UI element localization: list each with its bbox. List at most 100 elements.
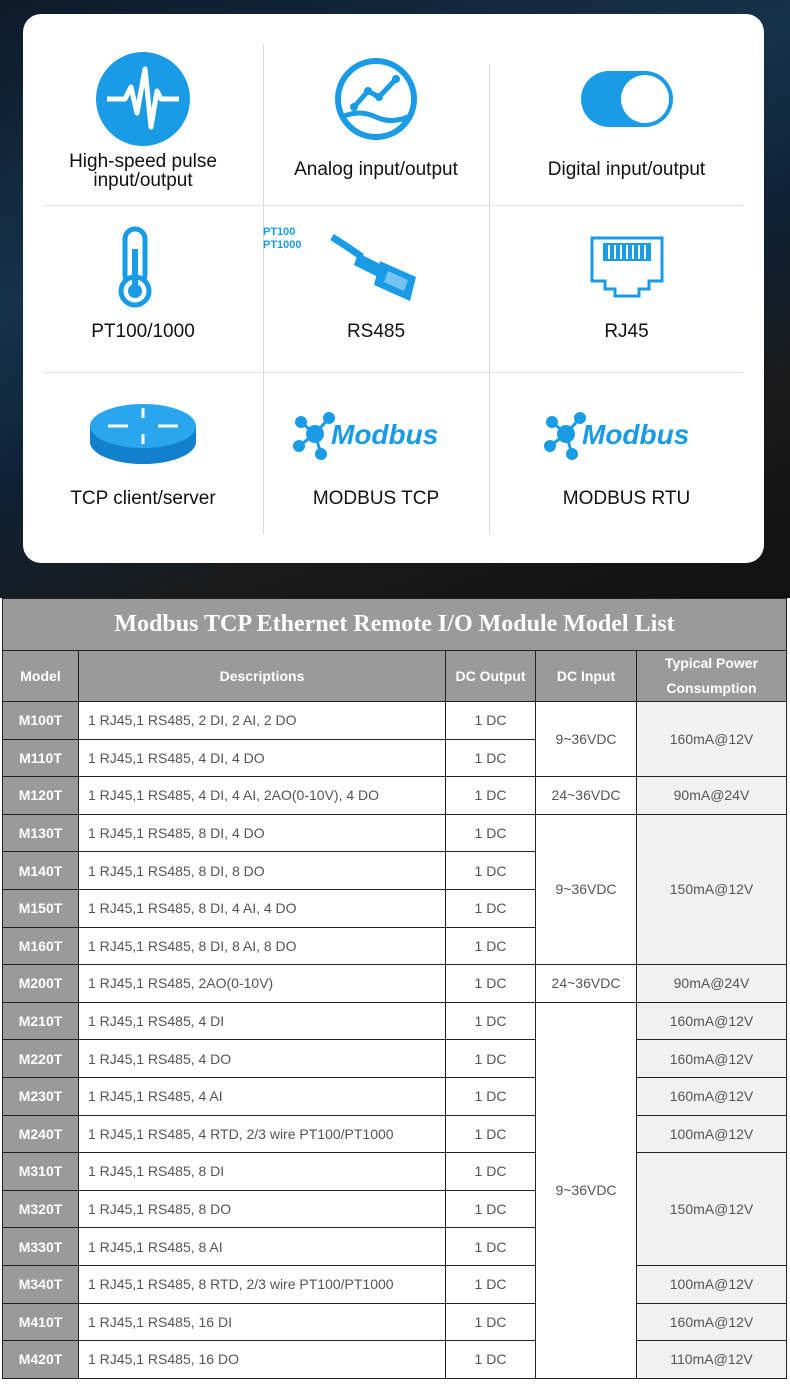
table-row: M120T 1 RJ45,1 RS485, 4 DI, 4 AI, 2AO(0-1… [2, 776, 787, 815]
model-cell: M150T [2, 888, 79, 928]
table-row: M310T 1 RJ45,1 RS485, 8 DI 1 DC 150mA@12V [2, 1152, 787, 1266]
table-row: M320T 1 RJ45,1 RS485, 8 DO 1 DC [2, 1189, 787, 1229]
feature-digital: Digital input/output [489, 44, 764, 179]
model-cell: M140T [2, 851, 79, 890]
power-cell: 160mA@12V [636, 1076, 787, 1116]
power-cell: 150mA@12V [636, 1152, 787, 1266]
dc-output-cell: 1 DC [445, 851, 536, 890]
dc-output-cell: 1 DC [445, 1264, 536, 1304]
ethernet-port-icon [589, 212, 665, 322]
analog-chart-icon [334, 44, 418, 154]
table-row: M130T 1 RJ45,1 RS485, 8 DI, 4 DO 1 DC 9~36V… [2, 813, 787, 966]
divider [263, 44, 264, 534]
model-cell: M420T [2, 1340, 79, 1379]
description-cell: 1 RJ45,1 RS485, 16 DO [78, 1340, 446, 1379]
dc-output-cell: 1 DC [445, 1114, 536, 1154]
feature-label: Analog input/output [294, 159, 458, 180]
power-cell: 150mA@12V [636, 813, 787, 966]
feature-modbus-tcp: Modbus MODBUS TCP [263, 379, 489, 508]
header-model: Model [2, 650, 79, 702]
feature-rs485: RS485 [263, 212, 489, 341]
divider [489, 64, 490, 534]
dc-output-cell: 1 DC [445, 701, 536, 740]
description-cell: 1 RJ45,1 RS485, 16 DI [78, 1302, 446, 1342]
feature-rj45: RJ45 [489, 212, 764, 341]
model-cell: M210T [2, 1001, 79, 1041]
model-cell: M100T [2, 701, 79, 740]
description-cell: 1 RJ45,1 RS485, 8 RTD, 2/3 wire PT100/PT… [78, 1264, 446, 1304]
dc-output-cell: 1 DC [445, 1340, 536, 1379]
model-cell: M130T [2, 813, 79, 853]
dc-output-cell: 1 DC [445, 1152, 536, 1191]
feature-analog: Analog input/output [263, 44, 489, 179]
model-cell: M330T [2, 1227, 79, 1266]
hero-background: High-speed pulse input/output Analog inp… [0, 0, 790, 598]
model-cell: M120T [2, 776, 79, 815]
table-row: M200T 1 RJ45,1 RS485, 2AO(0-10V) 1 DC 24~36… [2, 964, 787, 1003]
feature-modbus-rtu: Modbus MODBUS RTU [489, 379, 764, 508]
model-cell: M230T [2, 1076, 79, 1116]
model-cell: M220T [2, 1039, 79, 1078]
dc-output-cell: 1 DC [445, 813, 536, 853]
dc-output-cell: 1 DC [445, 776, 536, 815]
table-row: M100T 1 RJ45,1 RS485, 2 DI, 2 AI, 2 DO 1 D… [2, 700, 787, 778]
description-cell: 1 RJ45,1 RS485, 4 DO [78, 1039, 446, 1078]
table-row: M420T 1 RJ45,1 RS485, 16 DO 1 DC 110mA@12V [2, 1340, 787, 1379]
table-row: M230T 1 RJ45,1 RS485, 4 AI 1 DC 160mA@12V [2, 1076, 787, 1116]
feature-label: TCP client/server [70, 488, 216, 509]
model-cell: M410T [2, 1302, 79, 1342]
feature-label: RJ45 [604, 321, 649, 342]
power-cell: 160mA@12V [636, 700, 787, 778]
modbus-logo: Modbus [542, 379, 712, 489]
description-cell: 1 RJ45,1 RS485, 8 DI, 4 AI, 4 DO [78, 888, 446, 928]
model-cell: M160T [2, 926, 79, 966]
model-cell: M110T [2, 738, 79, 778]
serial-connector-icon [328, 212, 424, 322]
dc-input-cell: 9~36VDC [535, 813, 637, 966]
description-cell: 1 RJ45,1 RS485, 8 DI, 8 DO [78, 851, 446, 890]
header-descriptions: Descriptions [78, 650, 446, 702]
model-list-table: Modbus TCP Ethernet Remote I/O Module Mo… [2, 598, 787, 1379]
header-power: Typical Power Consumption [636, 650, 787, 702]
header-dc-input: DC Input [535, 650, 637, 702]
description-cell: 1 RJ45,1 RS485, 8 DO [78, 1189, 446, 1229]
feature-label: MODBUS RTU [562, 488, 691, 509]
dc-output-cell: 1 DC [445, 1001, 536, 1041]
power-cell: 160mA@12V [636, 1302, 787, 1342]
modbus-logo: Modbus [291, 379, 461, 489]
power-cell: 90mA@24V [636, 964, 787, 1003]
feature-pt100: PT100 PT1000 PT100/1000 [23, 212, 302, 341]
feature-tcp: TCP client/server [23, 379, 263, 508]
dc-output-cell: 1 DC [445, 1227, 536, 1266]
description-cell: 1 RJ45,1 RS485, 8 AI [78, 1227, 446, 1266]
table-row: M410T 1 RJ45,1 RS485, 16 DI 1 DC 160mA@12V [2, 1302, 787, 1342]
model-cell: M320T [2, 1189, 79, 1229]
feature-label: RS485 [346, 321, 406, 342]
table-body: M100T 1 RJ45,1 RS485, 2 DI, 2 AI, 2 DO 1 D… [2, 700, 787, 1379]
table-row: M210T 1 RJ45,1 RS485, 4 DI 1 DC 9~36VDC 160m… [2, 1001, 787, 1379]
description-cell: 1 RJ45,1 RS485, 2AO(0-10V) [78, 964, 446, 1003]
dc-output-cell: 1 DC [445, 1076, 536, 1116]
dc-output-cell: 1 DC [445, 926, 536, 966]
feature-card: High-speed pulse input/output Analog inp… [23, 14, 764, 563]
dc-input-cell: 24~36VDC [535, 964, 637, 1003]
pulse-icon [95, 44, 191, 154]
description-cell: 1 RJ45,1 RS485, 8 DI, 8 AI, 8 DO [78, 926, 446, 966]
description-cell: 1 RJ45,1 RS485, 8 DI, 4 DO [78, 813, 446, 853]
thermometer-icon: PT100 PT1000 [113, 212, 302, 322]
description-cell: 1 RJ45,1 RS485, 8 DI [78, 1152, 446, 1191]
table-row: M110T 1 RJ45,1 RS485, 4 DI, 4 DO 1 DC [2, 738, 787, 778]
description-cell: 1 RJ45,1 RS485, 4 DI, 4 DO [78, 738, 446, 778]
svg-text:Modbus: Modbus [331, 419, 438, 450]
power-cell: 160mA@12V [636, 1039, 787, 1078]
model-cell: M200T [2, 964, 79, 1003]
dc-input-cell: 9~36VDC [535, 1001, 637, 1379]
power-cell: 90mA@24V [636, 776, 787, 815]
toggle-switch-icon [580, 44, 673, 154]
feature-label: High-speed pulse input/output [69, 151, 217, 191]
divider [43, 205, 743, 206]
dc-output-cell: 1 DC [445, 738, 536, 778]
description-cell: 1 RJ45,1 RS485, 4 RTD, 2/3 wire PT100/PT… [78, 1114, 446, 1154]
model-cell: M240T [2, 1114, 79, 1154]
dc-output-cell: 1 DC [445, 888, 536, 928]
